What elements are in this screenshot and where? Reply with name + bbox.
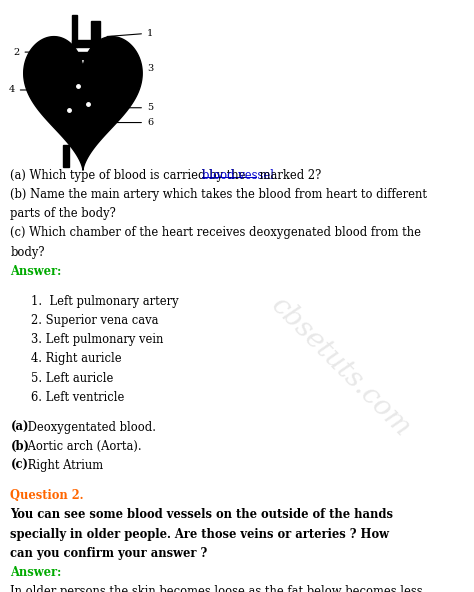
- Text: You can see some blood vessels on the outside of the hands: You can see some blood vessels on the ou…: [10, 509, 393, 522]
- Text: 6. Left ventricle: 6. Left ventricle: [31, 391, 124, 404]
- Text: can you confirm your answer ?: can you confirm your answer ?: [10, 547, 208, 560]
- Text: (a) Which type of blood is carried by the: (a) Which type of blood is carried by th…: [10, 169, 249, 182]
- Text: (b) Name the main artery which takes the blood from heart to different: (b) Name the main artery which takes the…: [10, 188, 428, 201]
- Text: (c): (c): [10, 459, 28, 472]
- Text: body?: body?: [10, 246, 45, 259]
- Text: (c) Which chamber of the heart receives deoxygenated blood from the: (c) Which chamber of the heart receives …: [10, 226, 421, 239]
- Text: (a): (a): [10, 421, 29, 434]
- Polygon shape: [91, 21, 100, 59]
- Text: Answer:: Answer:: [10, 566, 62, 579]
- Text: 3. Left pulmonary vein: 3. Left pulmonary vein: [31, 333, 163, 346]
- Text: Aortic arch (Aorta).: Aortic arch (Aorta).: [24, 440, 142, 453]
- Text: 4. Right auricle: 4. Right auricle: [31, 352, 121, 365]
- Polygon shape: [72, 40, 95, 47]
- Text: 2. Superior vena cava: 2. Superior vena cava: [31, 314, 158, 327]
- Text: 5. Left auricle: 5. Left auricle: [31, 372, 113, 385]
- Polygon shape: [24, 37, 142, 170]
- Text: 2: 2: [13, 47, 37, 57]
- Polygon shape: [63, 145, 69, 167]
- Text: In older persons the skin becomes loose as the fat below becomes less: In older persons the skin becomes loose …: [10, 585, 423, 592]
- Text: Answer:: Answer:: [10, 265, 62, 278]
- Polygon shape: [76, 52, 109, 59]
- Text: 4: 4: [9, 85, 28, 95]
- Polygon shape: [72, 15, 77, 47]
- Text: 1.  Left pulmonary artery: 1. Left pulmonary artery: [31, 295, 178, 308]
- Text: cbsetuts.com: cbsetuts.com: [266, 292, 417, 442]
- Text: Right Atrium: Right Atrium: [24, 459, 103, 472]
- Text: 3: 3: [114, 63, 153, 73]
- Text: 1: 1: [107, 28, 153, 38]
- Text: 6: 6: [116, 118, 153, 127]
- Text: Question 2.: Question 2.: [10, 489, 84, 502]
- Text: blood vessel: blood vessel: [201, 169, 273, 182]
- Text: parts of the body?: parts of the body?: [10, 207, 116, 220]
- Text: (b): (b): [10, 440, 29, 453]
- Text: 5: 5: [120, 103, 153, 112]
- Text: specially in older people. Are those veins or arteries ? How: specially in older people. Are those vei…: [10, 527, 390, 540]
- Text: Deoxygentated blood.: Deoxygentated blood.: [24, 421, 156, 434]
- Text: marked 2?: marked 2?: [256, 169, 321, 182]
